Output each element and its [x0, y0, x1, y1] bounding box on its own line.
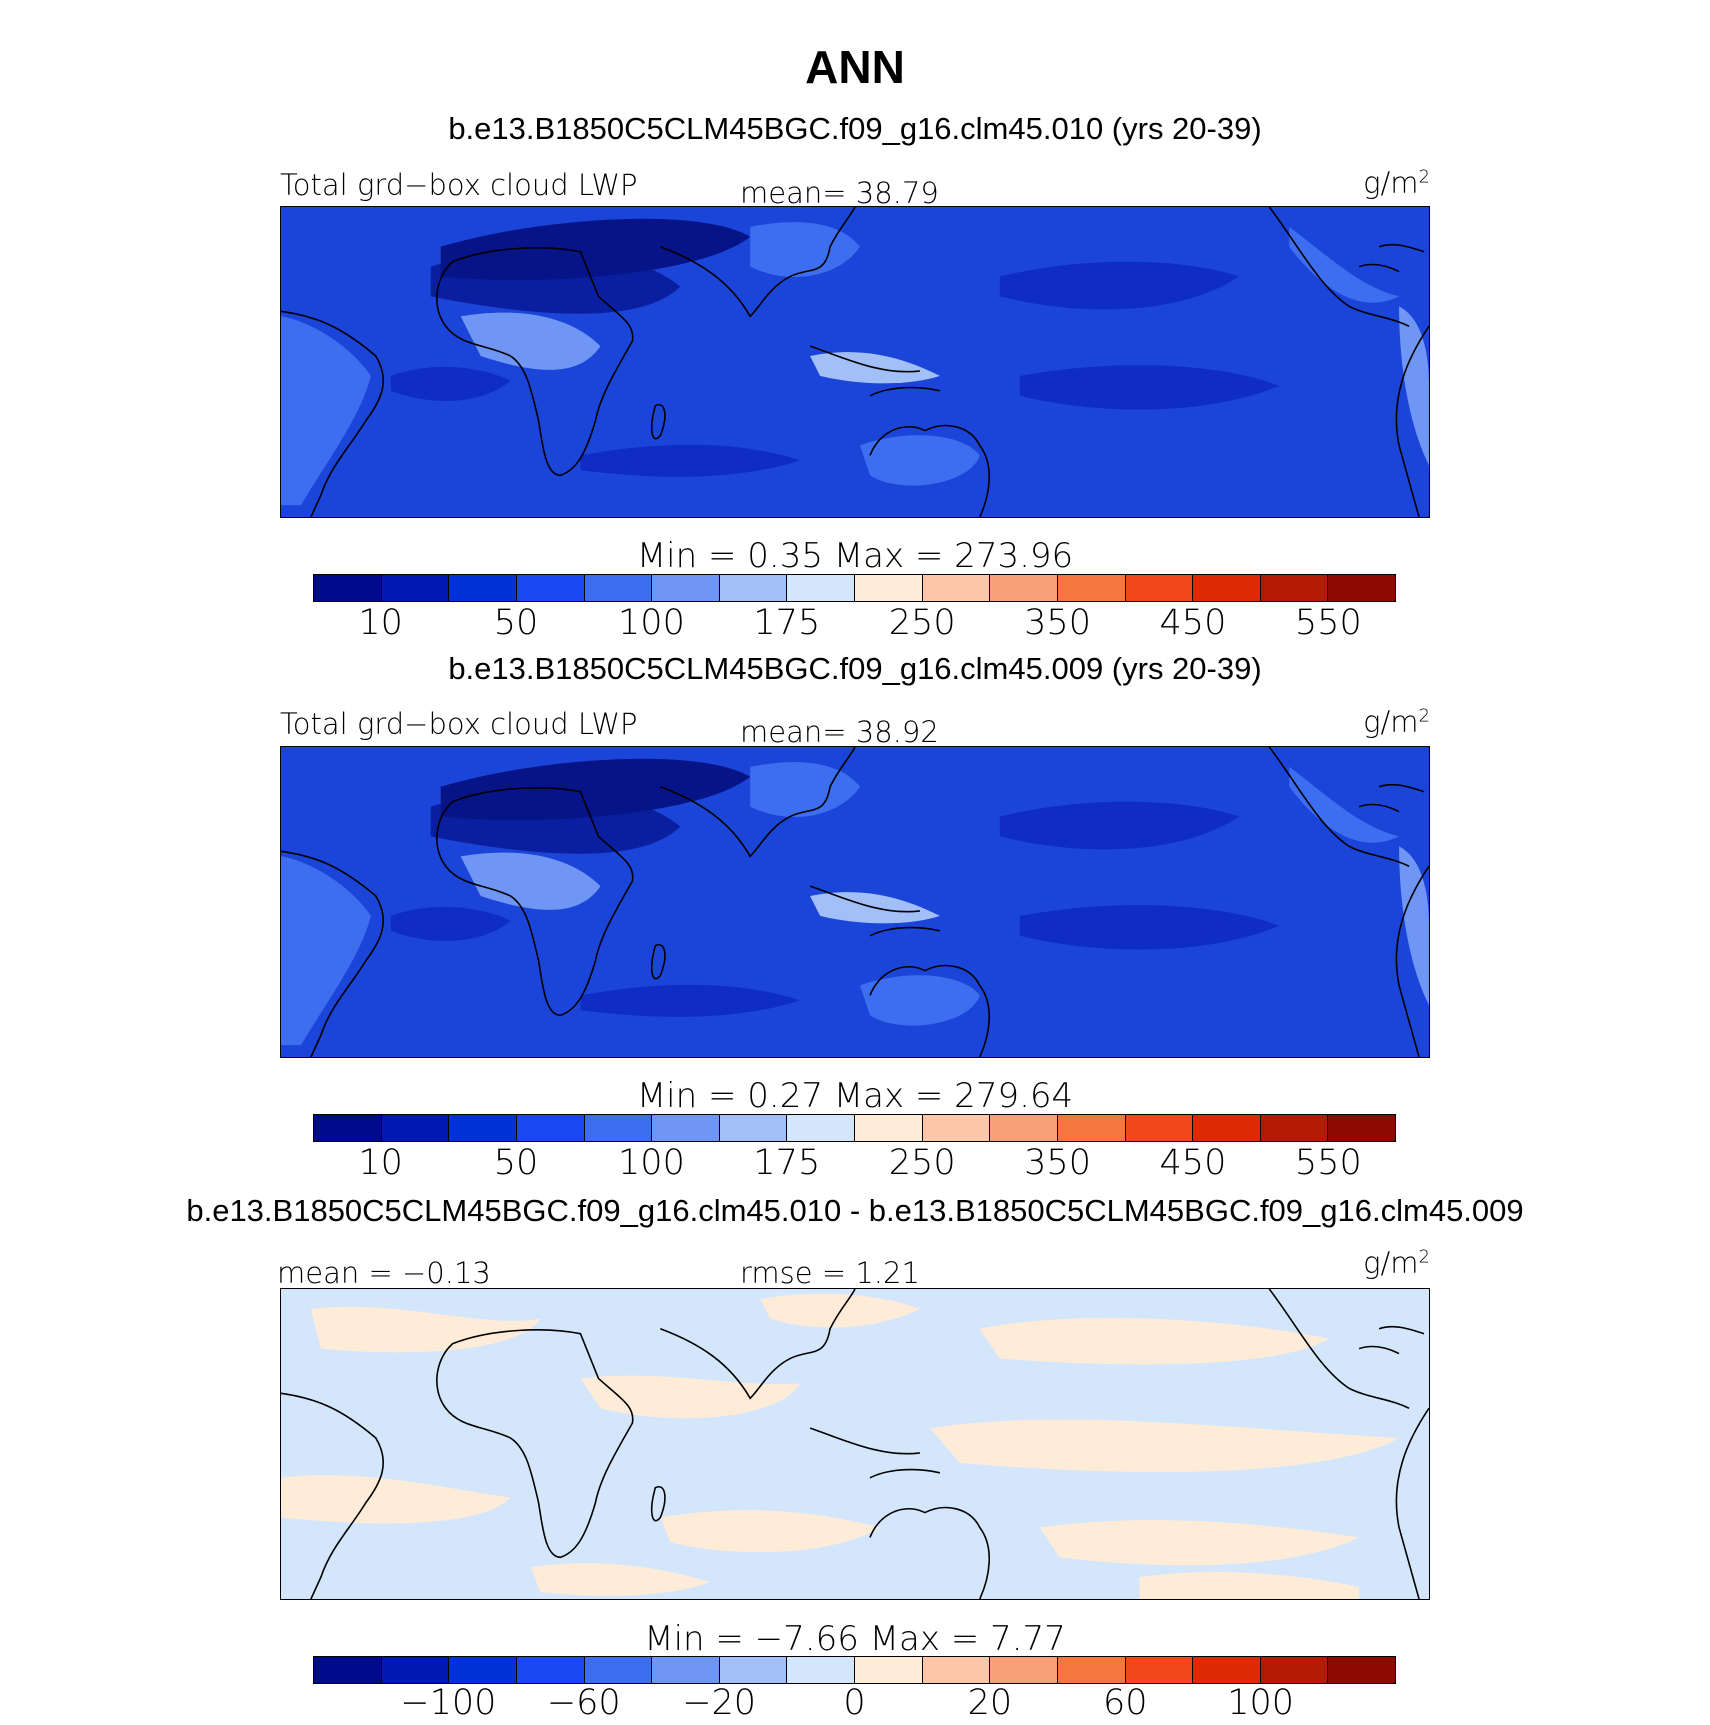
colorbar-swatch — [314, 575, 382, 601]
colorbar-swatch — [516, 1115, 585, 1141]
colorbar-swatch — [922, 1657, 991, 1683]
colorbar-swatch — [1328, 1657, 1395, 1683]
colorbar-tick-label: 350 — [1024, 603, 1091, 643]
panel-2-colorbar-ticks: 10 50 100 175 250 350 450 550 — [313, 1143, 1396, 1183]
colorbar-swatch — [584, 575, 653, 601]
colorbar-swatch — [516, 575, 585, 601]
colorbar-swatch — [787, 1657, 855, 1683]
panel-3-case-title: b.e13.B1850C5CLM45BGC.f09_g16.clm45.010 … — [186, 1193, 1524, 1228]
colorbar-tick-label: 175 — [753, 603, 821, 643]
panel-1-map — [280, 206, 1430, 518]
colorbar-swatch — [449, 575, 517, 601]
panel-1-units-label: g/m2 — [1363, 166, 1430, 200]
colorbar-swatch — [1328, 1115, 1395, 1141]
colorbar-tick-label: 250 — [888, 603, 956, 643]
colorbar-swatch — [719, 1115, 788, 1141]
colorbar-swatch — [449, 1115, 517, 1141]
page-title: ANN — [805, 41, 905, 93]
colorbar-swatch — [652, 1115, 720, 1141]
panel-3-rmse-label: rmse = 1.21 — [740, 1256, 920, 1290]
colorbar-tick-label: 10 — [358, 1143, 403, 1183]
panel-3-map — [280, 1288, 1430, 1600]
panel-1-min-max: Min = 0.35 Max = 273.96 — [636, 536, 1074, 576]
panel-2-mean-label: mean= 38.92 — [740, 715, 939, 749]
colorbar-swatch — [314, 1115, 382, 1141]
panel-3-mean-label: mean = −0.13 — [277, 1256, 491, 1290]
colorbar-tick-label: 550 — [1294, 603, 1362, 643]
colorbar-swatch — [1057, 1657, 1126, 1683]
colorbar-tick-label: 10 — [358, 603, 403, 643]
colorbar-swatch — [787, 575, 855, 601]
colorbar-swatch — [584, 1115, 653, 1141]
colorbar-swatch — [922, 575, 991, 601]
colorbar-swatch — [990, 575, 1058, 601]
colorbar-swatch — [516, 1657, 585, 1683]
colorbar-swatch — [1125, 575, 1194, 601]
colorbar-tick-label: −60 — [546, 1683, 621, 1723]
colorbar-swatch — [719, 575, 788, 601]
colorbar-swatch — [855, 1657, 923, 1683]
colorbar-swatch — [652, 575, 720, 601]
colorbar-swatch — [652, 1657, 720, 1683]
colorbar-swatch — [449, 1657, 517, 1683]
colorbar-tick-label: 50 — [493, 1143, 539, 1183]
colorbar-tick-label: 60 — [1102, 1683, 1148, 1723]
panel-1-case-title: b.e13.B1850C5CLM45BGC.f09_g16.clm45.010 … — [448, 111, 1262, 146]
colorbar-swatch — [314, 1657, 382, 1683]
panel-2-colorbar — [313, 1114, 1396, 1142]
colorbar-swatch — [1260, 1115, 1329, 1141]
colorbar-swatch — [1193, 575, 1261, 601]
colorbar-swatch — [990, 1115, 1058, 1141]
panel-1-colorbar-ticks: 10 50 100 175 250 350 450 550 — [313, 603, 1396, 643]
colorbar-tick-label: 175 — [753, 1143, 821, 1183]
colorbar-swatch — [1193, 1115, 1261, 1141]
colorbar-tick-label: 100 — [1227, 1683, 1295, 1723]
panel-3-colorbar-ticks: −100 −60 −20 0 20 60 100 — [313, 1683, 1396, 1723]
colorbar-swatch — [584, 1657, 653, 1683]
colorbar-tick-label: 350 — [1024, 1143, 1091, 1183]
colorbar-swatch — [787, 1115, 855, 1141]
panel-2-units-label: g/m2 — [1363, 705, 1430, 739]
panel-2-min-max: Min = 0.27 Max = 279.64 — [636, 1076, 1074, 1116]
colorbar-swatch — [1057, 575, 1126, 601]
colorbar-swatch — [1057, 1115, 1126, 1141]
colorbar-tick-label: 450 — [1159, 603, 1227, 643]
colorbar-tick-label: 450 — [1159, 1143, 1227, 1183]
colorbar-tick-label: 20 — [967, 1683, 1013, 1723]
colorbar-swatch — [855, 575, 923, 601]
panel-1-mean-label: mean= 38.79 — [740, 176, 939, 210]
colorbar-swatch — [990, 1657, 1058, 1683]
colorbar-swatch — [1125, 1657, 1194, 1683]
colorbar-swatch — [855, 1115, 923, 1141]
panel-2-case-title: b.e13.B1850C5CLM45BGC.f09_g16.clm45.009 … — [448, 651, 1262, 686]
colorbar-tick-label: 250 — [888, 1143, 956, 1183]
colorbar-tick-label: 0 — [843, 1683, 866, 1723]
colorbar-swatch — [1193, 1657, 1261, 1683]
colorbar-swatch — [1260, 1657, 1329, 1683]
panel-2-map — [280, 746, 1430, 1058]
panel-1-variable-label: Total grd−box cloud LWP — [280, 168, 638, 202]
colorbar-swatch — [1260, 575, 1329, 601]
colorbar-swatch — [719, 1657, 788, 1683]
colorbar-tick-label: 100 — [618, 603, 685, 643]
colorbar-swatch — [381, 575, 450, 601]
colorbar-tick-label: 550 — [1294, 1143, 1362, 1183]
panel-3-colorbar — [313, 1656, 1396, 1684]
colorbar-swatch — [381, 1657, 450, 1683]
panel-2-variable-label: Total grd−box cloud LWP — [280, 707, 638, 741]
colorbar-tick-label: 100 — [618, 1143, 685, 1183]
colorbar-swatch — [922, 1115, 991, 1141]
colorbar-swatch — [1328, 575, 1395, 601]
panel-1-colorbar — [313, 574, 1396, 602]
colorbar-swatch — [381, 1115, 450, 1141]
panel-3-min-max: Min = −7.66 Max = 7.77 — [644, 1619, 1066, 1659]
colorbar-tick-label: −20 — [682, 1683, 757, 1723]
colorbar-tick-label: 50 — [493, 603, 539, 643]
colorbar-tick-label: −100 — [400, 1683, 497, 1723]
colorbar-swatch — [1125, 1115, 1194, 1141]
panel-3-units-label: g/m2 — [1363, 1246, 1430, 1280]
